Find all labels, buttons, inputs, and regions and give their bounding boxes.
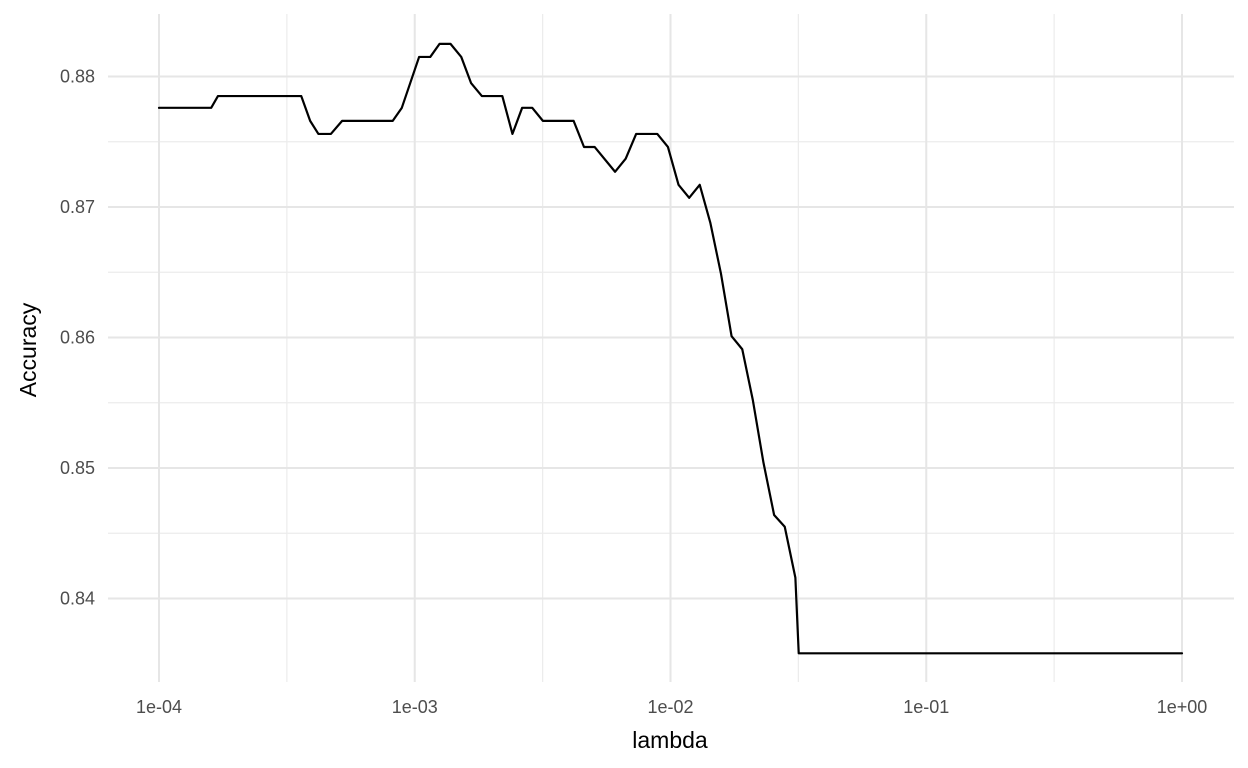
x-axis-title: lambda xyxy=(632,727,708,753)
x-tick-label: 1e+00 xyxy=(1157,697,1208,717)
y-tick-label: 0.85 xyxy=(60,458,95,478)
x-tick-label: 1e-02 xyxy=(647,697,693,717)
major-gridlines xyxy=(108,14,1234,682)
series-layer xyxy=(157,42,1184,655)
y-tick-label: 0.88 xyxy=(60,67,95,87)
x-axis-tick-labels: 1e-04 1e-03 1e-02 1e-01 1e+00 xyxy=(136,697,1207,717)
x-tick-label: 1e-04 xyxy=(136,697,182,717)
y-tick-label: 0.87 xyxy=(60,197,95,217)
y-axis-tick-labels: 0.84 0.85 0.86 0.87 0.88 xyxy=(60,67,95,609)
x-tick-label: 1e-01 xyxy=(903,697,949,717)
accuracy-line xyxy=(157,42,1184,655)
y-axis-title: Accuracy xyxy=(15,302,41,397)
y-tick-label: 0.84 xyxy=(60,589,95,609)
y-tick-label: 0.86 xyxy=(60,328,95,348)
x-tick-label: 1e-03 xyxy=(392,697,438,717)
